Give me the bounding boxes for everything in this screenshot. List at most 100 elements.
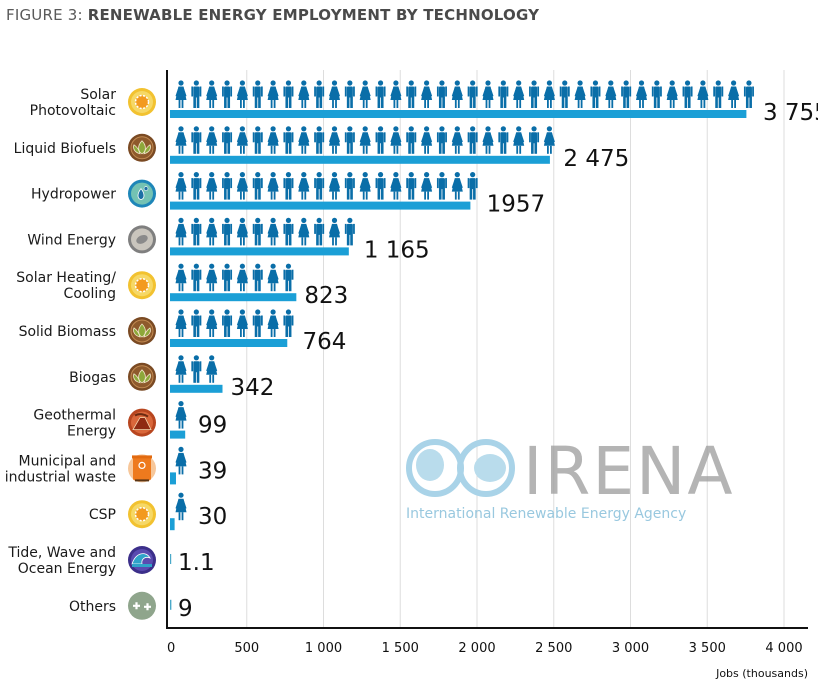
- bar-row: Geothermal Energy 99: [33, 401, 227, 440]
- woman-icon: [175, 355, 187, 383]
- woman-icon: [206, 172, 218, 200]
- man-icon: [529, 80, 540, 108]
- man-icon: [191, 80, 202, 108]
- man-icon: [252, 217, 263, 246]
- bar-row: Others 9: [69, 591, 193, 622]
- water-drop-icon: [128, 179, 156, 208]
- woman-icon: [175, 309, 187, 337]
- woman-icon: [298, 217, 310, 246]
- woman-icon: [267, 80, 279, 108]
- bar: [170, 554, 172, 564]
- axes: [166, 70, 808, 629]
- man-icon: [252, 172, 263, 200]
- man-icon: [406, 80, 417, 108]
- man-icon: [191, 172, 202, 200]
- man-icon: [314, 80, 325, 108]
- woman-icon: [236, 263, 248, 292]
- bar-row: Tide, Wave and Ocean Energy 1.1: [7, 545, 214, 577]
- wave-icon: [128, 546, 156, 574]
- bar: [170, 155, 550, 164]
- woman-icon: [236, 80, 248, 108]
- man-icon: [344, 172, 355, 200]
- value-label: 9: [178, 596, 193, 622]
- man-icon: [498, 80, 509, 108]
- bar-row: CSP 30: [89, 492, 227, 531]
- woman-icon: [636, 80, 647, 108]
- woman-icon: [421, 80, 433, 108]
- bar: [170, 599, 172, 610]
- man-icon: [314, 126, 325, 154]
- man-icon: [222, 172, 233, 200]
- man-icon: [436, 126, 447, 154]
- woman-icon: [175, 263, 187, 292]
- woman-icon: [206, 217, 218, 246]
- woman-icon: [267, 172, 279, 200]
- woman-icon: [175, 217, 187, 246]
- category-label: Solar Heating/Cooling: [16, 270, 116, 302]
- bar-row: Hydropower 1957: [31, 172, 545, 218]
- woman-icon: [329, 172, 340, 200]
- woman-icon: [359, 126, 371, 154]
- volcano-icon: [128, 408, 156, 437]
- watermark-subtitle: International Renewable Energy Agency: [406, 506, 686, 522]
- irena-watermark: IRENA International Renewable Energy Age…: [406, 433, 735, 522]
- woman-icon: [236, 217, 248, 246]
- woman-icon: [390, 80, 402, 108]
- bar-row: Biogas 342: [69, 355, 274, 401]
- woman-icon: [175, 446, 187, 475]
- category-label: Hydropower: [31, 187, 116, 203]
- woman-icon: [421, 126, 433, 154]
- man-icon: [252, 263, 263, 292]
- figure-number: FIGURE 3:: [6, 6, 88, 24]
- value-label: 1957: [487, 192, 546, 218]
- bar: [170, 293, 297, 302]
- woman-icon: [390, 126, 402, 154]
- irena-logo-icon: [406, 439, 515, 497]
- category-label: Solid Biomass: [19, 324, 116, 340]
- category-label: Liquid Biofuels: [14, 141, 116, 157]
- man-icon: [191, 217, 202, 246]
- woman-icon: [206, 309, 218, 337]
- bar: [170, 518, 175, 531]
- category-label: CSP: [89, 507, 116, 523]
- watermark-name: IRENA: [523, 433, 735, 510]
- man-icon: [621, 80, 632, 108]
- value-label: 342: [230, 375, 274, 401]
- bar: [170, 472, 176, 485]
- man-icon: [498, 126, 509, 154]
- man-icon: [283, 309, 294, 337]
- value-label: 1.1: [178, 550, 215, 576]
- woman-icon: [175, 401, 187, 429]
- woman-icon: [359, 172, 371, 200]
- figure-title: FIGURE 3: RENEWABLE ENERGY EMPLOYMENT BY…: [6, 6, 539, 24]
- woman-icon: [666, 80, 678, 108]
- woman-icon: [451, 126, 463, 154]
- woman-icon: [267, 217, 279, 246]
- man-icon: [283, 126, 294, 154]
- category-label: Tide, Wave and Ocean Energy: [7, 545, 116, 577]
- man-icon: [375, 80, 386, 108]
- woman-icon: [298, 80, 310, 108]
- man-icon: [651, 80, 662, 108]
- man-icon: [283, 263, 294, 292]
- woman-icon: [543, 80, 555, 108]
- x-tick-label: 3 500: [689, 641, 726, 656]
- woman-icon: [513, 80, 525, 108]
- x-tick-label: 3 000: [612, 641, 649, 656]
- value-label: 30: [198, 504, 227, 530]
- leaf-icon: [128, 133, 156, 162]
- bar-row: Wind Energy 1 165: [27, 217, 430, 263]
- woman-icon: [206, 126, 218, 154]
- man-icon: [191, 309, 202, 337]
- woman-icon: [359, 80, 371, 108]
- man-icon: [222, 126, 233, 154]
- man-icon: [713, 80, 724, 108]
- x-tick-label: 1 500: [382, 641, 419, 656]
- man-icon: [314, 217, 325, 246]
- x-tick-label: 500: [234, 641, 259, 656]
- x-tick-label: 2 500: [535, 641, 572, 656]
- man-icon: [222, 217, 233, 246]
- bar-row: Solar Heating/Cooling 823: [16, 263, 348, 309]
